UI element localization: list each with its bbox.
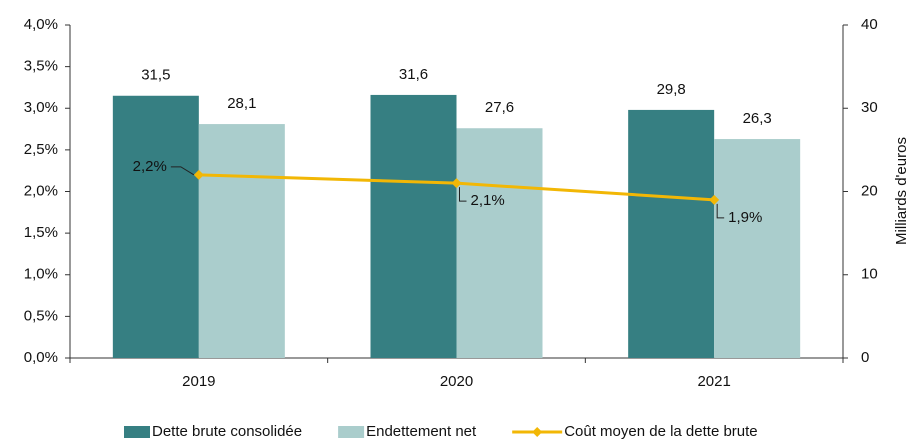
bar-value-label: 26,3 — [743, 110, 772, 127]
y-tick-label: 4,0% — [24, 16, 58, 33]
y-tick-label: 0,5% — [24, 307, 58, 324]
bar — [628, 109, 715, 358]
x-tick-label: 2021 — [697, 373, 730, 390]
legend-label: Endettement net — [366, 423, 477, 440]
line-marker — [709, 194, 720, 205]
y-tick-label: 1,5% — [24, 224, 58, 241]
line-marker — [193, 169, 204, 180]
y-tick-label: 3,5% — [24, 58, 58, 75]
leader — [170, 166, 195, 176]
y2-tick-label: 40 — [861, 16, 878, 33]
x-tick-label: 2019 — [182, 373, 215, 390]
y2-tick-label: 10 — [861, 266, 878, 283]
y2-tick-label: 0 — [861, 349, 869, 366]
y2-tick-label: 20 — [861, 182, 878, 199]
y-tick-label: 2,0% — [24, 182, 58, 199]
line-marker — [451, 178, 462, 189]
y2-tick-label: 30 — [861, 99, 878, 116]
line-value-label: 2,1% — [471, 192, 505, 209]
legend-label: Dette brute consolidée — [152, 423, 302, 440]
legend-label: Coût moyen de la dette brute — [564, 423, 757, 440]
bar-value-label: 29,8 — [657, 81, 686, 98]
bar — [112, 95, 199, 358]
y-tick-label: 3,0% — [24, 99, 58, 116]
legend-swatch — [338, 426, 365, 438]
y2-axis-title: Milliards d'euros — [893, 137, 910, 245]
bar — [714, 139, 801, 358]
bar-value-label: 31,6 — [399, 66, 428, 83]
line-value-label: 2,2% — [133, 158, 167, 175]
legend-swatch — [124, 426, 150, 438]
leader — [716, 203, 725, 219]
x-tick-label: 2020 — [440, 373, 473, 390]
y-tick-label: 2,5% — [24, 141, 58, 158]
legend-swatch-marker — [532, 427, 543, 437]
bar-value-label: 31,5 — [141, 67, 170, 84]
bar — [370, 94, 457, 359]
y-tick-label: 1,0% — [24, 266, 58, 283]
line-value-label: 1,9% — [728, 209, 762, 226]
y-tick-label: 0,0% — [24, 349, 58, 366]
leader — [459, 187, 467, 202]
bar — [456, 128, 543, 358]
bar-value-label: 27,6 — [485, 99, 514, 116]
bar — [198, 124, 285, 358]
bar-value-label: 28,1 — [227, 95, 256, 112]
